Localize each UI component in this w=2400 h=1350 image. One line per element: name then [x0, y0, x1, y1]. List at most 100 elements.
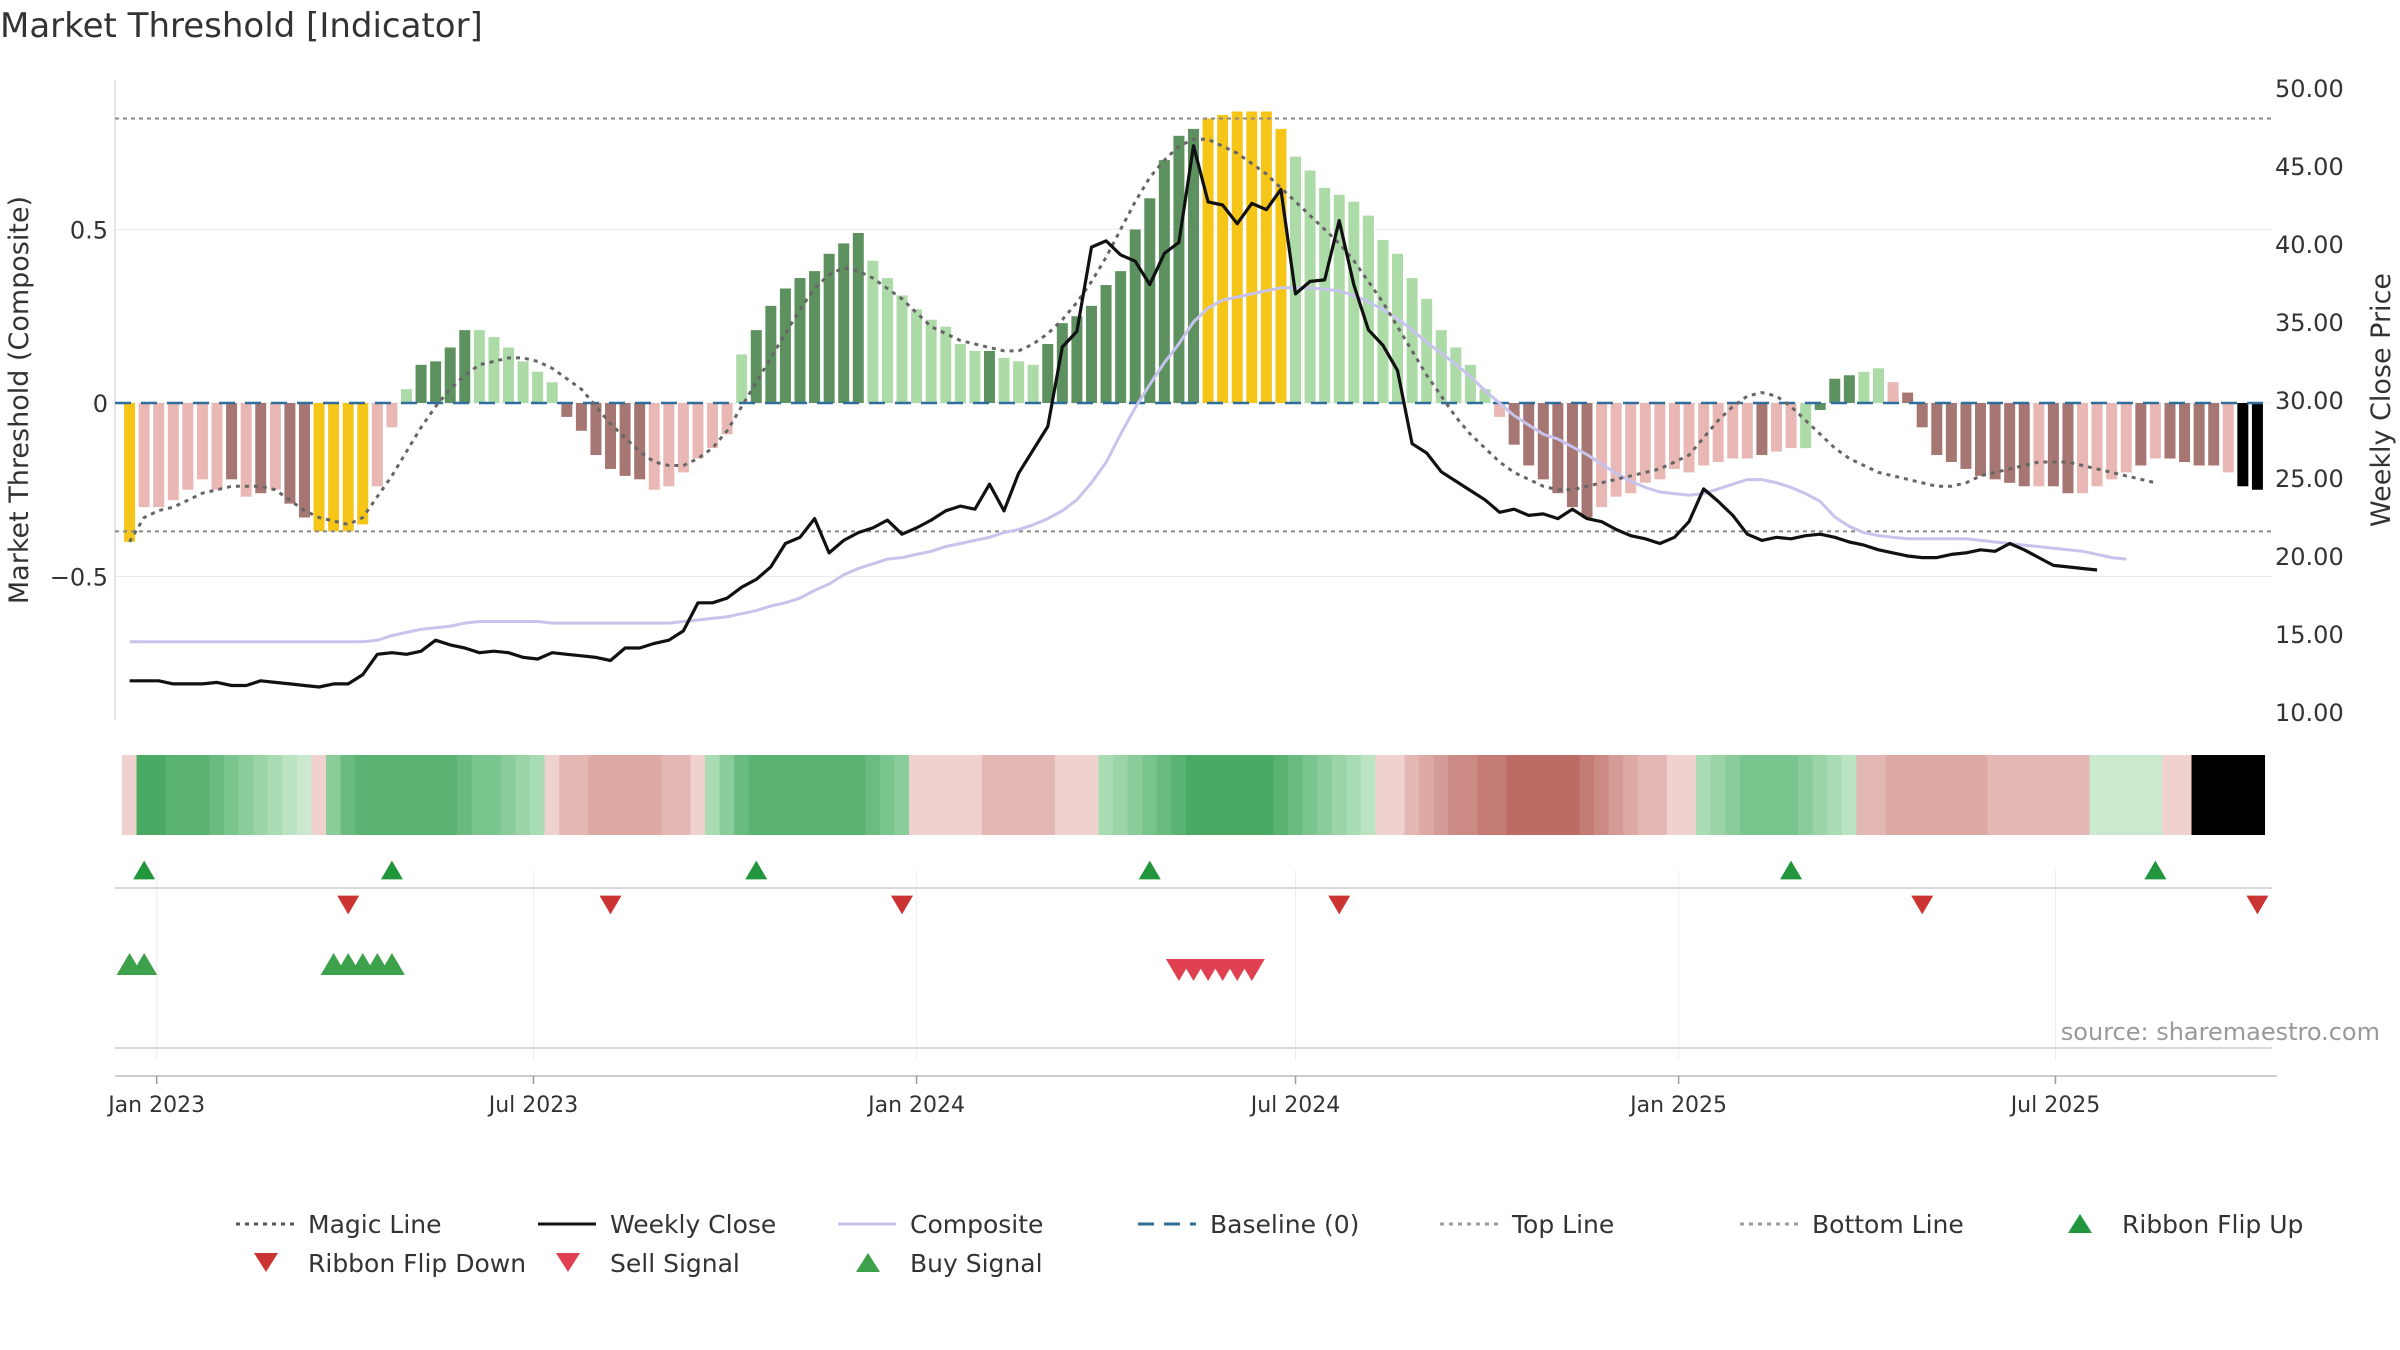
- y-axis-label: Market Threshold (Composite): [4, 196, 35, 604]
- ribbon-cell: [981, 755, 998, 835]
- composite-bar: [342, 403, 354, 532]
- ribbon-cell: [1244, 755, 1260, 835]
- legend-label: Weekly Close: [610, 1210, 776, 1239]
- ribbon-cell: [1491, 755, 1508, 835]
- ribbon-cell: [1433, 755, 1449, 835]
- composite-bar: [1231, 111, 1243, 404]
- ribbon-cell: [428, 755, 444, 835]
- composite-bar: [940, 326, 952, 403]
- ribbon-cell: [690, 755, 706, 835]
- level-lines: [115, 117, 2272, 533]
- ribbon-cell: [2235, 755, 2251, 835]
- y2-tick-label: 35.00: [2275, 309, 2344, 337]
- composite-bar: [619, 403, 631, 476]
- ribbon-cell: [2045, 755, 2061, 835]
- ribbon-cell: [165, 755, 181, 835]
- composite-bar: [1217, 114, 1229, 404]
- ribbon-cell: [2074, 755, 2091, 835]
- legend-label: Bottom Line: [1812, 1210, 1964, 1239]
- ribbon-cell: [675, 755, 691, 835]
- buy-signal-marker: [378, 952, 405, 976]
- composite-bar: [1975, 403, 1987, 476]
- ribbon-cell: [2249, 755, 2266, 835]
- ribbon-cell: [1798, 755, 1814, 835]
- composite-bar: [677, 403, 689, 473]
- ribbon-cell: [223, 755, 240, 835]
- composite-bar: [1202, 118, 1214, 404]
- composite-bar: [2106, 403, 2118, 480]
- composite-bar: [794, 278, 806, 403]
- ribbon-cell: [1652, 755, 1668, 835]
- composite-bar: [1770, 403, 1782, 452]
- ribbon-flip-up-marker: [380, 860, 403, 880]
- composite-bar: [1100, 285, 1112, 403]
- series-lines: [128, 137, 2156, 689]
- ribbon-cell: [952, 755, 968, 835]
- ribbon-cell: [1419, 755, 1435, 835]
- legend-item: Ribbon Flip Up: [2068, 1210, 2303, 1239]
- composite-bar: [1494, 403, 1506, 417]
- ribbon-cell: [2031, 755, 2047, 835]
- ribbon-cell: [326, 755, 342, 835]
- composite-bar: [1945, 403, 1957, 462]
- ribbon-cell: [194, 755, 211, 835]
- ribbon-cell: [1564, 755, 1581, 835]
- y2-tick-label: 30.00: [2275, 387, 2344, 415]
- legend-label: Sell Signal: [610, 1249, 740, 1278]
- legend-item: Composite: [838, 1210, 1043, 1239]
- composite-bar: [969, 350, 981, 403]
- y-axis-left-title: Market Threshold (Composite): [4, 196, 35, 604]
- ribbon-cell: [530, 755, 546, 835]
- composite-bar: [692, 403, 704, 459]
- ribbon-cell: [1127, 755, 1143, 835]
- composite-bar: [2004, 403, 2016, 483]
- ribbon-cell: [1885, 755, 1901, 835]
- ribbon-cell: [2176, 755, 2193, 835]
- composite-bar: [721, 403, 733, 435]
- composite-bar: [1741, 403, 1753, 459]
- composite-bar: [196, 403, 208, 480]
- composite-bar: [1319, 187, 1331, 403]
- composite-bar: [2120, 403, 2132, 473]
- ribbon-cell: [1535, 755, 1551, 835]
- composite-bar: [1581, 403, 1593, 518]
- ribbon-flip-up-marker: [1780, 860, 1803, 880]
- ribbon-cell: [2104, 755, 2120, 835]
- ribbon-cell: [151, 755, 167, 835]
- composite-bar: [605, 403, 617, 469]
- magic-line: [128, 137, 2156, 543]
- ribbon-flip-down-marker: [891, 895, 914, 915]
- ribbon-cell: [821, 755, 837, 835]
- ribbon-cell: [704, 755, 721, 835]
- ribbon-cell: [1287, 755, 1304, 835]
- ribbon-cell: [486, 755, 502, 835]
- ribbon-cell: [1812, 755, 1828, 835]
- composite-bar: [124, 403, 136, 542]
- ribbon-cell: [1739, 755, 1755, 835]
- ribbon-cell: [1273, 755, 1289, 835]
- composite-bar: [881, 278, 893, 403]
- composite-bar: [1173, 135, 1185, 403]
- composite-bar: [415, 364, 427, 403]
- composite-bar: [1406, 278, 1418, 403]
- ribbon-cell: [1856, 755, 1872, 835]
- ribbon-cell: [253, 755, 269, 835]
- ribbon-cell: [632, 755, 648, 835]
- legend: Magic Line Weekly Close Composite Baseline …: [236, 1210, 2303, 1278]
- composite-bar: [298, 403, 310, 518]
- ribbon-cell: [1725, 755, 1741, 835]
- ribbon-cell: [1477, 755, 1493, 835]
- composite-bar: [1508, 403, 1520, 445]
- x-tick-label: Jul 2023: [487, 1093, 579, 1118]
- legend-label: Ribbon Flip Up: [2122, 1210, 2303, 1239]
- composite-bar: [1464, 364, 1476, 403]
- composite-bar: [1348, 201, 1360, 403]
- ribbon-cell: [1448, 755, 1464, 835]
- ribbon-cell: [340, 755, 356, 835]
- ribbon-cell: [515, 755, 531, 835]
- ribbon-flip-up-marker: [1138, 860, 1161, 880]
- ribbon-cell: [1914, 755, 1930, 835]
- composite-bar: [328, 403, 340, 532]
- composite-bar: [1639, 403, 1651, 483]
- composite-bar: [1290, 156, 1302, 403]
